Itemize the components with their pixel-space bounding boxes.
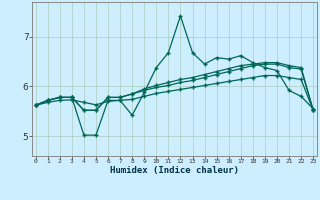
- X-axis label: Humidex (Indice chaleur): Humidex (Indice chaleur): [110, 166, 239, 175]
